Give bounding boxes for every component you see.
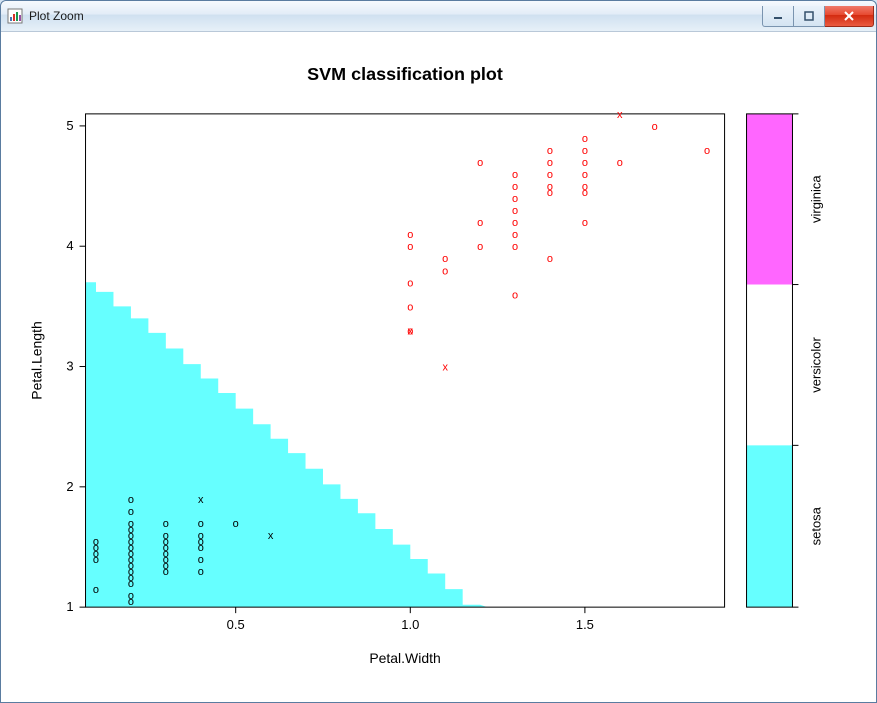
window-title: Plot Zoom xyxy=(29,9,762,23)
point-red-o: o xyxy=(582,187,588,199)
point-red-o: o xyxy=(512,289,518,301)
titlebar[interactable]: Plot Zoom xyxy=(1,1,876,32)
point-setosa-x: x xyxy=(198,494,204,506)
point-red-o: o xyxy=(547,169,553,181)
point-red-o: o xyxy=(407,241,413,253)
x-axis: 0.5 1.0 1.5 xyxy=(227,607,594,632)
legend-swatch-setosa xyxy=(747,445,793,607)
point-red-o: o xyxy=(582,157,588,169)
point-red-o: o xyxy=(407,277,413,289)
point-setosa-o: o xyxy=(93,554,99,566)
point-red-x: x xyxy=(408,325,414,337)
point-red-o: o xyxy=(442,253,448,265)
close-button[interactable] xyxy=(825,6,874,27)
point-red-o: o xyxy=(512,241,518,253)
legend-swatch-versicolor xyxy=(747,285,793,446)
x-tick-label: 0.5 xyxy=(227,617,245,632)
point-red-x: x xyxy=(617,109,623,121)
point-red-o: o xyxy=(704,145,710,157)
x-tick-label: 1.0 xyxy=(401,617,419,632)
point-red-o: o xyxy=(582,145,588,157)
point-red-o: o xyxy=(512,205,518,217)
app-icon xyxy=(7,8,23,24)
point-setosa-o: o xyxy=(93,584,99,596)
point-red-o: o xyxy=(547,157,553,169)
point-red-o: o xyxy=(442,265,448,277)
plot-zoom-window: Plot Zoom SVM classification plot 0.5 1.0 1… xyxy=(0,0,877,703)
point-red-o: o xyxy=(512,217,518,229)
point-setosa-o: o xyxy=(163,518,169,530)
point-setosa-o: o xyxy=(198,518,204,530)
point-red-o: o xyxy=(547,187,553,199)
point-red-o: o xyxy=(582,217,588,229)
y-axis-label: Petal.Length xyxy=(29,321,45,399)
x-axis-label: Petal.Width xyxy=(369,650,440,666)
point-setosa-o: o xyxy=(198,566,204,578)
point-red-o: o xyxy=(512,229,518,241)
y-tick-label: 2 xyxy=(66,479,73,494)
point-red-o: o xyxy=(547,253,553,265)
point-setosa-o: o xyxy=(128,578,134,590)
point-red-o: o xyxy=(512,169,518,181)
point-red-o: o xyxy=(477,157,483,169)
maximize-button[interactable] xyxy=(794,6,825,27)
point-red-o: o xyxy=(582,133,588,145)
point-red-o: o xyxy=(652,121,658,133)
point-setosa-o: o xyxy=(163,566,169,578)
point-red-o: o xyxy=(512,193,518,205)
class-legend: virginica versicolor setosa xyxy=(747,114,824,607)
point-setosa-o: o xyxy=(128,596,134,608)
point-red-o: o xyxy=(477,241,483,253)
minimize-button[interactable] xyxy=(762,6,794,27)
chart-title: SVM classification plot xyxy=(307,64,503,84)
legend-label-versicolor: versicolor xyxy=(808,337,823,393)
window-controls xyxy=(762,6,874,26)
svm-plot-svg: SVM classification plot 0.5 1.0 1.5 Petal.Wi… xyxy=(1,32,876,702)
point-red-o: o xyxy=(582,169,588,181)
point-red-o: o xyxy=(547,145,553,157)
x-tick-label: 1.5 xyxy=(576,617,594,632)
region-setosa xyxy=(86,274,488,607)
point-red-o: o xyxy=(512,181,518,193)
point-red-o: o xyxy=(477,217,483,229)
plot-area: SVM classification plot 0.5 1.0 1.5 Petal.Wi… xyxy=(1,32,876,702)
y-tick-label: 4 xyxy=(66,238,73,253)
point-red-o: o xyxy=(407,229,413,241)
legend-swatch-virginica xyxy=(747,114,793,285)
y-tick-label: 1 xyxy=(66,599,73,614)
y-tick-label: 5 xyxy=(66,118,73,133)
point-setosa-o: o xyxy=(198,554,204,566)
y-tick-label: 3 xyxy=(66,359,73,374)
point-red-x: x xyxy=(442,362,448,374)
legend-label-virginica: virginica xyxy=(808,175,823,223)
point-red-o: o xyxy=(407,301,413,313)
point-setosa-o: o xyxy=(198,542,204,554)
legend-label-setosa: setosa xyxy=(808,506,823,545)
point-setosa-x: x xyxy=(268,530,274,542)
point-setosa-o: o xyxy=(128,494,134,506)
point-setosa-o: o xyxy=(233,518,239,530)
point-red-o: o xyxy=(617,157,623,169)
point-setosa-o: o xyxy=(128,506,134,518)
y-axis: 1 2 3 4 5 xyxy=(66,118,85,614)
